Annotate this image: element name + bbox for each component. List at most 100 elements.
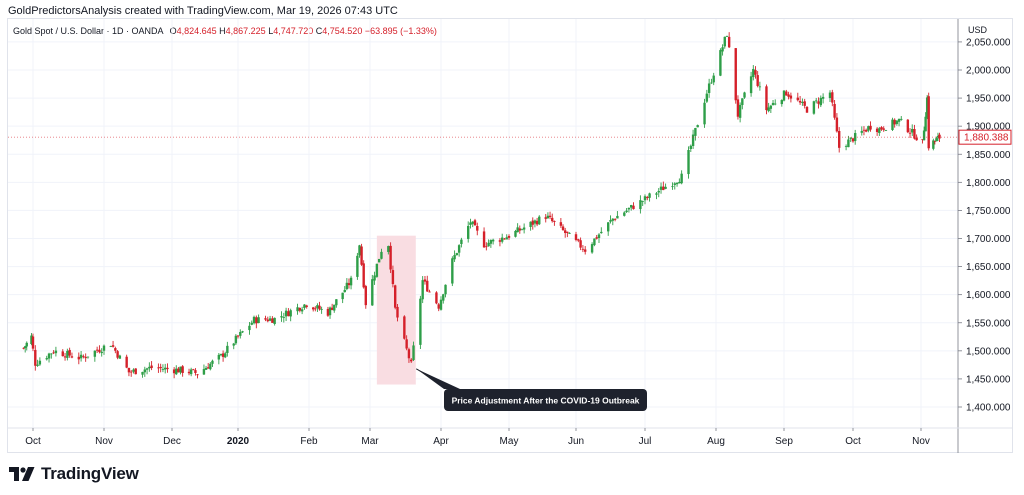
candle-body (507, 236, 511, 238)
candle-body (771, 102, 775, 106)
candle-body (419, 298, 422, 345)
candle-body (405, 339, 408, 349)
candle-body (705, 93, 709, 102)
candle-body (869, 125, 872, 130)
candle-body (335, 299, 338, 306)
candle-body (273, 317, 276, 324)
candle-body (574, 234, 578, 240)
candle-body (664, 186, 667, 189)
candle-body (209, 363, 212, 370)
candle-body (469, 222, 472, 225)
candle-body (289, 310, 292, 317)
candle-body (341, 292, 344, 300)
candle-body (439, 299, 443, 310)
candle-body (226, 345, 229, 354)
price-tick-label: 1,550.000 (966, 318, 1011, 329)
candle-body (34, 349, 37, 366)
candle-body (127, 367, 131, 373)
candle-body (913, 129, 916, 139)
candle-body (453, 255, 456, 260)
candle-body (782, 90, 786, 101)
candle-body (287, 311, 290, 317)
candle-body (741, 98, 744, 105)
candle-body (109, 346, 112, 347)
price-tick-label: 1,850.000 (966, 150, 1011, 161)
candle-body (922, 130, 926, 141)
candle-body (25, 342, 28, 347)
time-tick-label: Feb (300, 436, 318, 447)
candle-body (817, 101, 820, 104)
candle-body (444, 284, 447, 295)
candle-body (906, 119, 910, 133)
time-tick-label: Jul (639, 436, 652, 447)
candle-body (356, 255, 359, 277)
candle-body (116, 351, 119, 358)
low-value: 4,747.720 (273, 26, 314, 36)
candle-body (864, 129, 868, 132)
candle-body (150, 365, 153, 369)
close-value: 4,754.520 (322, 26, 363, 36)
candle-body (192, 369, 195, 371)
candle-body (501, 237, 504, 242)
candle-body (900, 118, 903, 120)
candle-body (360, 246, 363, 265)
candle-body (703, 102, 706, 125)
candle-body (505, 237, 508, 240)
candle-body (531, 220, 534, 225)
candle-body (815, 100, 818, 102)
candle-body (134, 368, 137, 375)
candle-body (553, 221, 556, 222)
candle-body (544, 217, 547, 219)
symbol-title: Gold Spot / U.S. Dollar · 1D · OANDA (13, 26, 164, 36)
candle-body (694, 128, 697, 136)
last-price-label: 1,880.388 (964, 133, 1009, 144)
time-tick-label: May (500, 436, 519, 447)
tradingview-brand: TradingView (41, 464, 139, 483)
candle-body (266, 319, 269, 322)
candle-body (47, 353, 51, 359)
candle-body (189, 369, 193, 375)
candle-body (114, 348, 117, 351)
currency-label[interactable]: USD (968, 25, 988, 35)
candle-body (320, 309, 323, 310)
candle-body (282, 317, 286, 318)
last-price-box[interactable] (958, 129, 1012, 145)
price-tick-label: 1,750.000 (966, 206, 1011, 217)
candle-body (736, 99, 740, 117)
candle-body (908, 132, 912, 134)
chart-frame[interactable] (7, 18, 1013, 453)
candle-body (77, 356, 81, 360)
candle-body (36, 364, 39, 366)
open-value: 4,824.645 (176, 26, 217, 36)
candle-body (563, 230, 567, 233)
candle-body (345, 282, 349, 290)
candle-body (38, 360, 42, 365)
candle-body (719, 50, 722, 76)
candle-body (648, 193, 651, 198)
annotation-callout[interactable] (444, 389, 647, 411)
candle-body (442, 294, 445, 301)
candle-body (435, 292, 438, 304)
candle-body (597, 234, 601, 239)
candle-body (878, 128, 881, 134)
candle-body (798, 100, 802, 103)
candle-body (936, 135, 940, 138)
candle-body (769, 105, 773, 109)
candle-body (396, 306, 399, 318)
candle-body (765, 86, 768, 111)
time-tick-label: Oct (845, 436, 861, 447)
candle-body (849, 137, 852, 139)
time-tick-label: Nov (912, 436, 930, 447)
candle-body (145, 368, 149, 370)
candle-body (194, 370, 197, 374)
candle-body (241, 331, 244, 333)
low-label: L (268, 26, 274, 36)
candle-body (689, 145, 693, 150)
candle-body (721, 47, 724, 52)
candle-body (375, 263, 379, 277)
candle-body (175, 368, 178, 375)
candle-body (82, 356, 85, 357)
tradingview-logo[interactable]: TradingView (9, 462, 139, 486)
high-value: 4,867.225 (225, 26, 266, 36)
